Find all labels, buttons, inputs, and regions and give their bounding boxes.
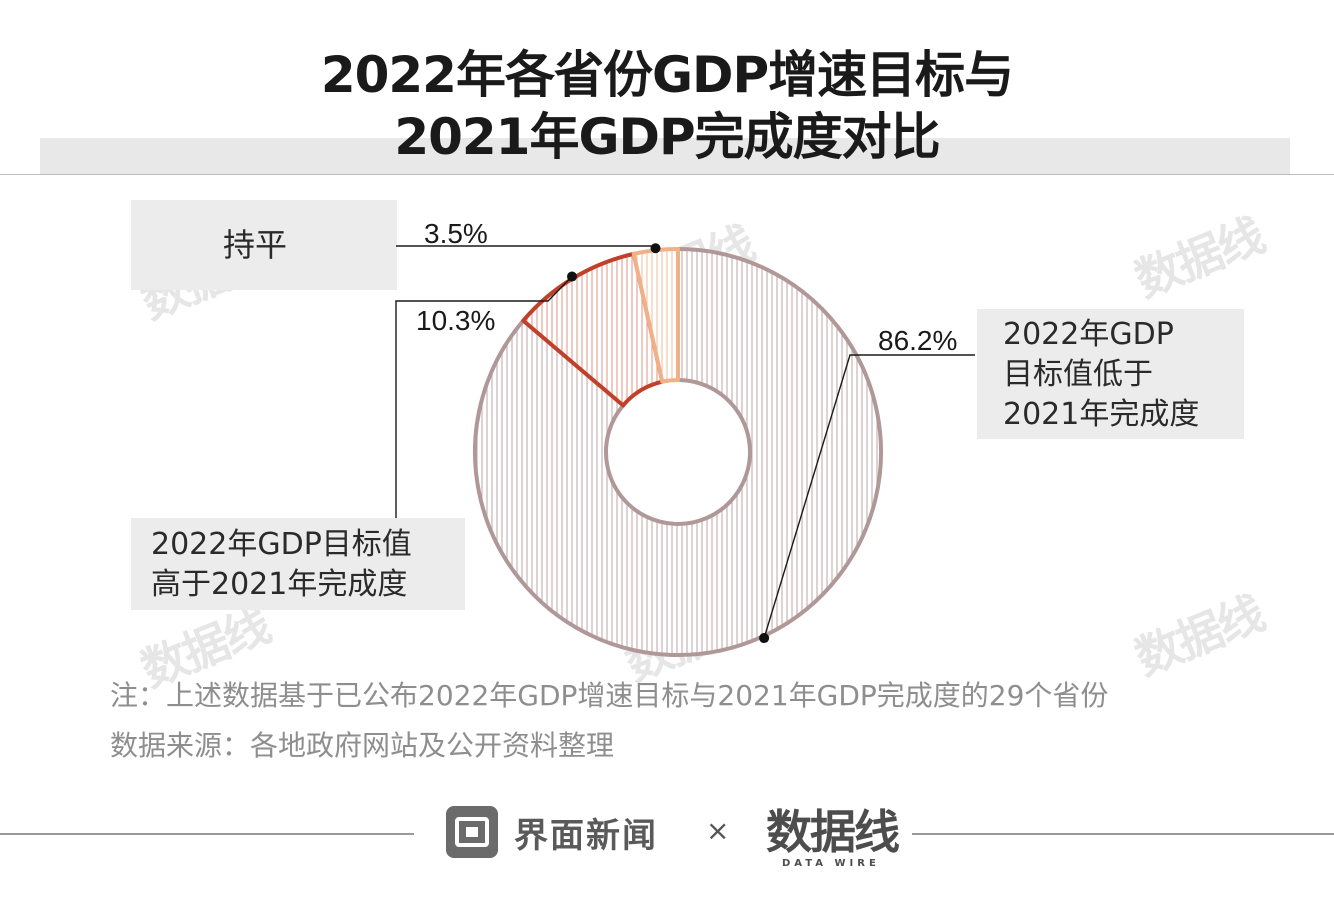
leader-dot-higher — [566, 271, 577, 282]
leader-dot-lower — [759, 633, 770, 644]
datawire-logo-sub: DATA WIRE — [782, 858, 880, 869]
value-label-higher: 10.3% — [416, 305, 496, 336]
leader-line-higher — [395, 276, 573, 518]
legend-flat-box: 持平 — [131, 200, 397, 290]
title-band — [40, 138, 1290, 174]
brand-name: 界面新闻 — [514, 816, 658, 856]
footer-rule-left — [0, 833, 414, 835]
legend-higher-box: 2022年GDP目标值 高于2021年完成度 — [131, 518, 465, 610]
leader-line-flat — [396, 245, 657, 249]
donut-slice-flat — [631, 247, 680, 384]
legend-lower-label-line3: 2021年完成度 — [1003, 397, 1200, 432]
footnote: 注：上述数据基于已公布2022年GDP增速目标与2021年GDP完成度的29个省… — [110, 679, 1109, 712]
value-label-lower: 86.2% — [878, 325, 958, 356]
footer-rule-right — [912, 833, 1334, 835]
legend-higher-label-line1: 2022年GDP目标值 — [151, 527, 412, 562]
legend-lower-box: 2022年GDP 目标值低于 2021年完成度 — [977, 309, 1244, 439]
chart-title-line2: 2021年GDP完成度对比 — [394, 108, 940, 166]
datawire-logo: 数据线 — [766, 805, 900, 859]
chart-title-line1: 2022年各省份GDP增速目标与 — [320, 46, 1014, 104]
leader-line-lower — [763, 354, 975, 639]
data-source: 数据来源：各地政府网站及公开资料整理 — [110, 729, 615, 762]
legend-flat-label: 持平 — [223, 226, 288, 264]
legend-higher-label-line2: 高于2021年完成度 — [151, 567, 408, 602]
legend-lower-label-line1: 2022年GDP — [1003, 317, 1174, 352]
value-label-flat: 3.5% — [424, 218, 488, 249]
donut-slice-lower — [473, 247, 883, 657]
title-divider — [0, 174, 1334, 175]
legend-lower-label-line2: 目标值低于 — [1003, 357, 1153, 392]
leader-dot-flat — [650, 243, 661, 254]
chart-title: 2022年各省份GDP增速目标与 2021年GDP完成度对比 — [0, 44, 1334, 168]
collab-times: × — [706, 814, 730, 847]
jiemian-logo-icon — [446, 806, 498, 858]
